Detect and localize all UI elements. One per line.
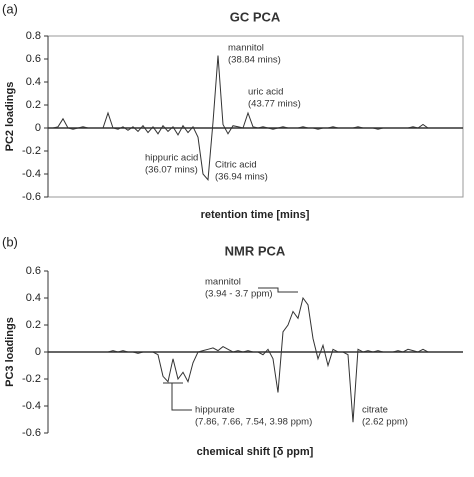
- mannitol-bracket: [258, 287, 298, 293]
- y-tick-label: 0: [35, 346, 41, 358]
- annotation: Citric acid: [215, 160, 257, 171]
- annotation: (7.86, 7.66, 7.54, 3.98 ppm): [195, 417, 312, 428]
- loading-line: [48, 55, 463, 182]
- annotation: (36.07 mins): [145, 165, 198, 176]
- hippurate-leader: [171, 383, 192, 411]
- y-axis-label: PC3 loadings: [4, 317, 16, 387]
- annotation: (43.77 mins): [248, 99, 301, 110]
- annotation: (3.94 - 3.7 ppm): [205, 289, 273, 300]
- y-axis-label: PC2 loadings: [4, 82, 16, 152]
- y-tick-label: 0.2: [26, 99, 41, 111]
- y-tick-label: 0.4: [26, 292, 41, 304]
- y-tick-label: -0.4: [22, 168, 41, 180]
- panel-label: (b): [2, 234, 18, 249]
- x-axis-label: chemical shift [δ ppm]: [197, 446, 314, 458]
- chart-title: NMR PCA: [225, 243, 286, 258]
- y-tick-label: 0: [35, 122, 41, 134]
- y-tick-label: 0.6: [26, 265, 41, 277]
- annotation: citrate: [362, 405, 388, 416]
- loading-line: [48, 296, 463, 423]
- annotation: (38.84 mins): [228, 55, 281, 66]
- y-tick-label: 0.8: [26, 30, 41, 42]
- panel-label: (a): [2, 1, 18, 16]
- annotation: (2.62 ppm): [362, 417, 408, 428]
- annotation: uric acid: [248, 87, 283, 98]
- y-tick-label: -0.6: [22, 191, 41, 203]
- y-tick-label: -0.2: [22, 373, 41, 385]
- brackets: [163, 287, 298, 411]
- annotation: (36.94 mins): [215, 172, 268, 183]
- chart-title: GC PCA: [230, 9, 281, 24]
- y-tick-label: 0.2: [26, 319, 41, 331]
- y-tick-label: -0.2: [22, 145, 41, 157]
- y-tick-label: -0.4: [22, 400, 41, 412]
- x-axis-label: retention time [mins]: [201, 209, 310, 221]
- y-tick-label: 0.6: [26, 53, 41, 65]
- y-tick-label: 0.4: [26, 76, 41, 88]
- annotation: mannitol: [205, 277, 241, 288]
- annotation: hippuric acid: [145, 153, 198, 164]
- annotation: mannitol: [228, 43, 264, 54]
- y-tick-label: -0.6: [22, 427, 41, 439]
- annotation: hippurate: [195, 405, 235, 416]
